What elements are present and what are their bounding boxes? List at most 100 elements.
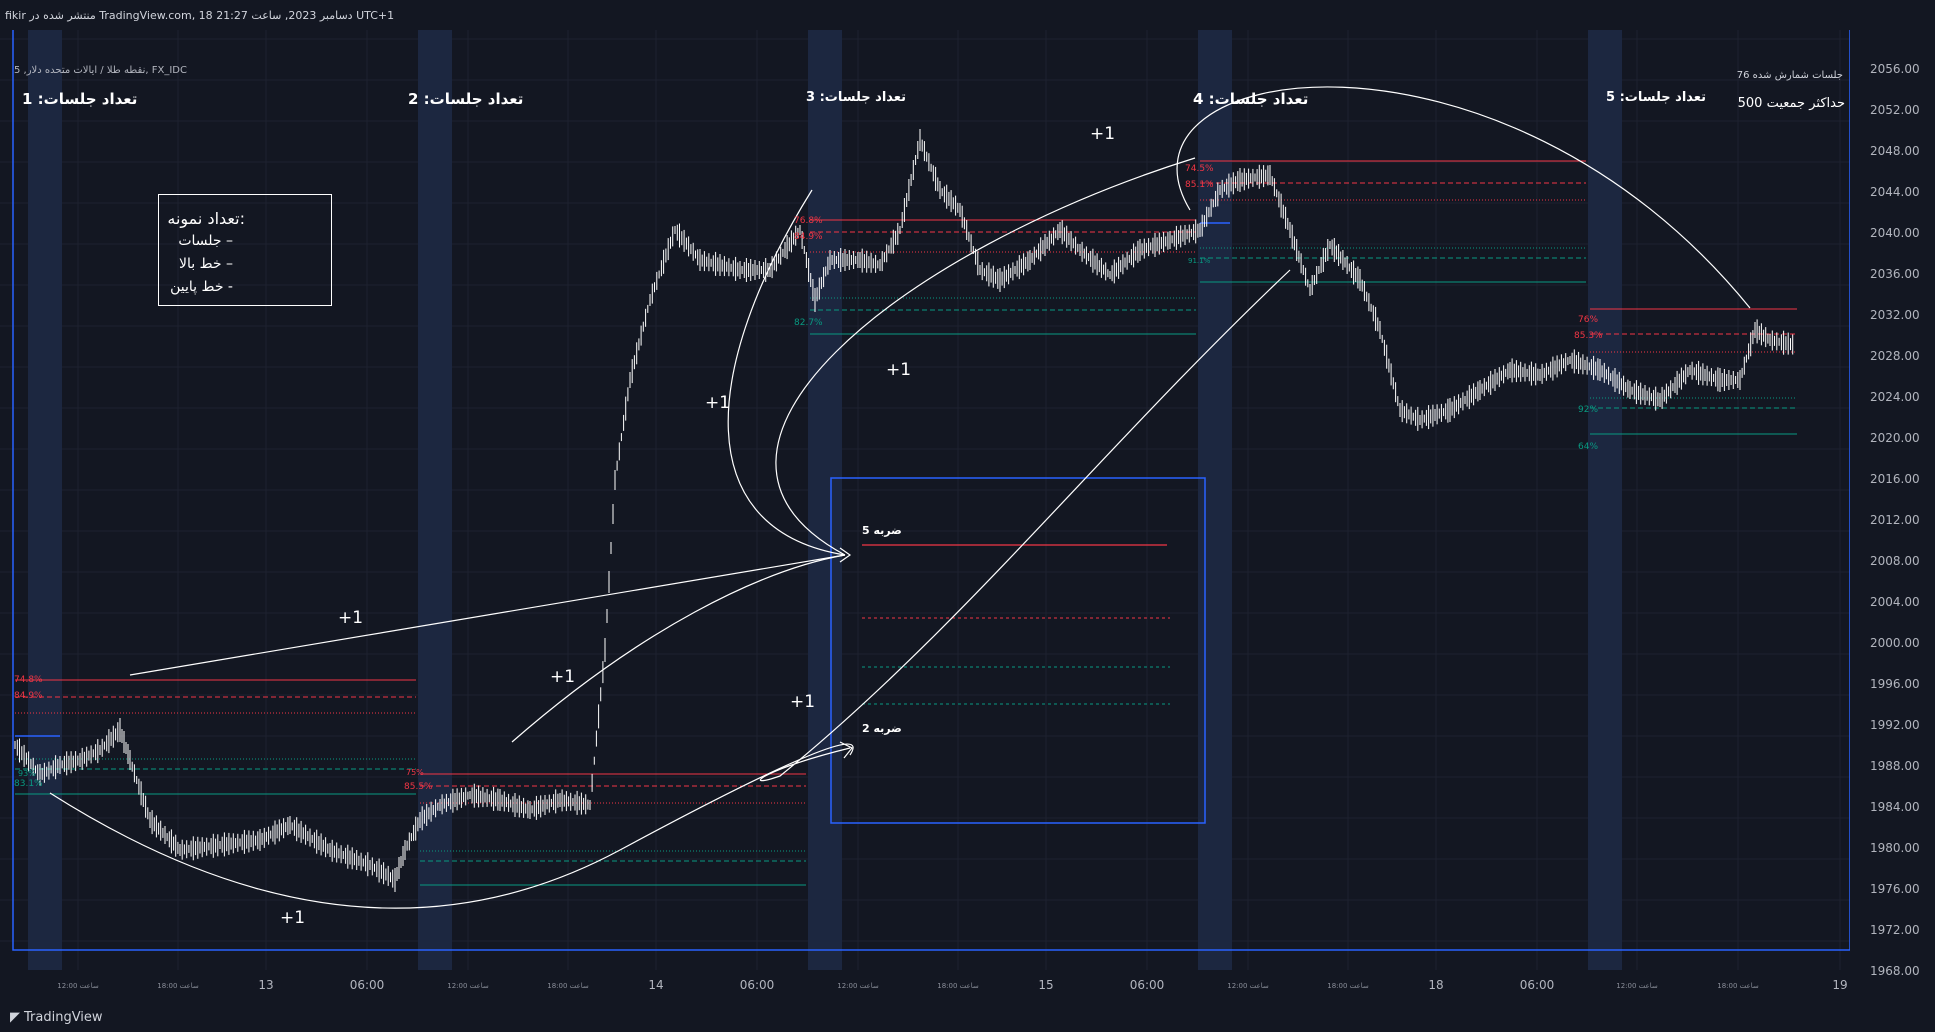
price-tick: 2028.00 xyxy=(1870,349,1920,363)
level-label-red: 74.8% xyxy=(14,675,43,685)
price-tick: 1984.00 xyxy=(1870,800,1920,814)
plus-one-label: +1 xyxy=(1090,124,1116,144)
session-label-3: تعداد جلسات: 3 xyxy=(806,90,907,105)
level-label-red: 75% xyxy=(406,768,424,777)
legend-item-lower-line: خط پایین - xyxy=(170,279,233,295)
session-band-3 xyxy=(808,30,842,970)
legend-title: تعداد نمونه: xyxy=(167,209,245,228)
session-2-levels xyxy=(420,773,806,886)
time-tick: 06:00 xyxy=(739,978,775,992)
plus-one-label: +1 xyxy=(280,908,306,928)
level-label-red: 76% xyxy=(1578,315,1599,325)
footer-bar: ◤ TradingView xyxy=(0,1002,1935,1032)
level-label-green: 64% xyxy=(1578,442,1599,452)
level-label-red: 85.1% xyxy=(1185,180,1214,190)
price-tick: 1988.00 xyxy=(1870,759,1920,773)
session-bands xyxy=(28,30,1622,970)
level-label-red: 84.9% xyxy=(14,691,43,701)
hits-box xyxy=(830,477,1206,824)
session-3-levels xyxy=(810,219,1196,335)
level-label-red: 84.9% xyxy=(794,232,823,242)
price-tick: 2056.00 xyxy=(1870,62,1920,76)
session-4-levels xyxy=(1200,160,1586,283)
chart-pane[interactable]: نقطه طلا / ایالات متحده دلار, 5, FX_IDC … xyxy=(0,30,1935,978)
time-tick: 18 xyxy=(1428,978,1444,992)
publish-info: fikir منتشر شده در TradingView.com, 18 د… xyxy=(5,9,395,22)
time-tick: 14 xyxy=(648,978,664,992)
hit-label-5: 5 ضربه xyxy=(862,524,902,537)
price-tick: 2032.00 xyxy=(1870,308,1920,322)
time-tick: 15 xyxy=(1038,978,1054,992)
legend-item-upper-line: خط بالا – xyxy=(179,256,233,272)
time-tick: ساعت 18:00 xyxy=(937,982,979,990)
plus-one-label: +1 xyxy=(886,360,912,380)
plus-one-label: +1 xyxy=(790,692,816,712)
session-label-4: تعداد جلسات: 4 xyxy=(1193,90,1309,108)
price-tick: 2036.00 xyxy=(1870,267,1920,281)
session-band-1 xyxy=(28,30,62,970)
price-tick: 2048.00 xyxy=(1870,144,1920,158)
time-tick: ساعت 18:00 xyxy=(1717,982,1759,990)
plus-one-label: +1 xyxy=(550,667,576,687)
session-band-5 xyxy=(1588,30,1622,970)
level-label-green: 83.1% xyxy=(14,779,43,789)
plus-one-label: +1 xyxy=(705,393,731,413)
time-tick: 06:00 xyxy=(349,978,385,992)
level-label-green: 91.1% xyxy=(1188,257,1211,265)
price-tick: 2016.00 xyxy=(1870,472,1920,486)
legend-item-sessions: جلسات – xyxy=(178,233,233,249)
time-tick: 13 xyxy=(258,978,274,992)
level-label-red: 74.5% xyxy=(1185,164,1214,174)
time-axis[interactable]: ساعت 12:00 ساعت 18:00 13 06:00 ساعت 12:00 ساع… xyxy=(0,972,1850,1002)
price-tick: 2020.00 xyxy=(1870,431,1920,445)
max-population-label: حداکثر جمعیت 500 xyxy=(1737,96,1845,111)
price-tick: 1992.00 xyxy=(1870,718,1920,732)
price-tick: 1972.00 xyxy=(1870,923,1920,937)
time-tick: ساعت 18:00 xyxy=(157,982,199,990)
session-band-2 xyxy=(418,30,452,970)
time-tick: ساعت 18:00 xyxy=(547,982,589,990)
time-tick: 19 xyxy=(1832,978,1848,992)
price-tick: 2000.00 xyxy=(1870,636,1920,650)
publish-header: fikir منتشر شده در TradingView.com, 18 د… xyxy=(0,0,1935,30)
annotation-arrows xyxy=(49,86,1751,909)
price-tick: 2012.00 xyxy=(1870,513,1920,527)
session-label-5: تعداد جلسات: 5 xyxy=(1606,90,1707,105)
hit-label-2: 2 ضربه xyxy=(862,722,902,735)
price-tick: 2040.00 xyxy=(1870,226,1920,240)
session-label-1: تعداد جلسات: 1 xyxy=(22,90,138,108)
sessions-counted-label: جلسات شمارش شده 76 xyxy=(1736,70,1843,81)
level-label-green: 82.7% xyxy=(794,318,823,328)
price-tick: 1996.00 xyxy=(1870,677,1920,691)
time-tick: ساعت 12:00 xyxy=(1227,982,1269,990)
brand-name: TradingView xyxy=(24,1010,103,1025)
price-axis[interactable]: 2056.00 2052.00 2048.00 2044.00 2040.00 2036.… xyxy=(1850,60,1935,1000)
price-tick: 1980.00 xyxy=(1870,841,1920,855)
price-tick: 2024.00 xyxy=(1870,390,1920,404)
sample-legend-box: تعداد نمونه: جلسات – خط بالا – خط پایین … xyxy=(158,194,332,306)
price-tick: 2004.00 xyxy=(1870,595,1920,609)
level-label-red: 76.8% xyxy=(794,216,823,226)
time-tick: ساعت 12:00 xyxy=(447,982,489,990)
time-tick: 06:00 xyxy=(1519,978,1555,992)
time-tick: ساعت 12:00 xyxy=(1616,982,1658,990)
price-candles xyxy=(14,129,1794,892)
tradingview-logo[interactable]: ◤ TradingView xyxy=(10,1010,103,1025)
price-tick: 1976.00 xyxy=(1870,882,1920,896)
tradingview-logo-icon: ◤ xyxy=(10,1010,20,1025)
time-tick: ساعت 18:00 xyxy=(1327,982,1369,990)
chart-canvas[interactable] xyxy=(0,30,1850,970)
symbol-legend: نقطه طلا / ایالات متحده دلار, 5, FX_IDC xyxy=(14,65,187,76)
price-tick: 2008.00 xyxy=(1870,554,1920,568)
price-tick: 1968.00 xyxy=(1870,964,1920,978)
price-tick: 2044.00 xyxy=(1870,185,1920,199)
level-label-green: 93% xyxy=(18,769,36,778)
level-label-green: 92% xyxy=(1578,405,1599,415)
chart-grid xyxy=(0,30,1850,970)
session-label-2: تعداد جلسات: 2 xyxy=(408,90,524,108)
chart-frame xyxy=(12,30,1850,951)
time-tick: ساعت 12:00 xyxy=(57,982,99,990)
price-tick: 2052.00 xyxy=(1870,103,1920,117)
time-tick: ساعت 12:00 xyxy=(837,982,879,990)
time-tick: 06:00 xyxy=(1129,978,1165,992)
